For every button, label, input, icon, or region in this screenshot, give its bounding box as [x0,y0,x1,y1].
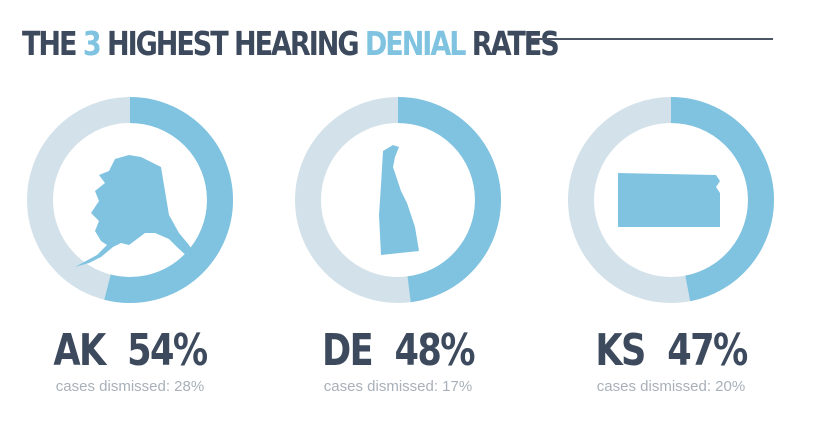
donut-value-arc-de [295,97,501,303]
title-part: THE [22,24,83,63]
donut-value-arc-ks [568,97,774,303]
kansas-map-icon [618,173,720,227]
state-rate-label: DE 48% [314,325,482,376]
denial-rate: 47% [667,325,748,376]
state-code: DE [322,325,374,376]
title-part: RATES [464,24,560,63]
donut-card-ks: KS 47% cases dismissed: 20% [566,95,776,415]
denial-rate: 48% [394,325,476,376]
cases-dismissed-label: cases dismissed: 17% [323,378,473,395]
delaware-map-icon [379,145,419,255]
state-rate-label: KS 47% [587,325,755,376]
donut-chart-ks [568,97,774,303]
donut-chart-ak [27,97,233,303]
donut-chart-de [295,97,501,303]
title-divider [530,38,773,40]
alaska-map-icon [75,155,195,267]
donut-value-arc-ak [27,97,233,303]
page-title: THE 3 HIGHEST HEARING DENIAL RATES [22,22,560,66]
title-part-highlight: 3 [82,24,102,63]
denial-rate: 54% [127,325,208,376]
state-code: KS [595,325,646,376]
state-code: AK [53,325,106,376]
donut-card-de: DE 48% cases dismissed: 17% [293,95,503,415]
donut-card-ak: AK 54% cases dismissed: 28% [25,95,235,415]
cases-dismissed-label: cases dismissed: 20% [596,378,746,395]
cases-dismissed-label: cases dismissed: 28% [55,378,205,395]
state-rate-label: AK 54% [46,325,214,376]
title-part: HIGHEST HEARING [99,24,365,63]
title-part-highlight: DENIAL [364,24,467,63]
